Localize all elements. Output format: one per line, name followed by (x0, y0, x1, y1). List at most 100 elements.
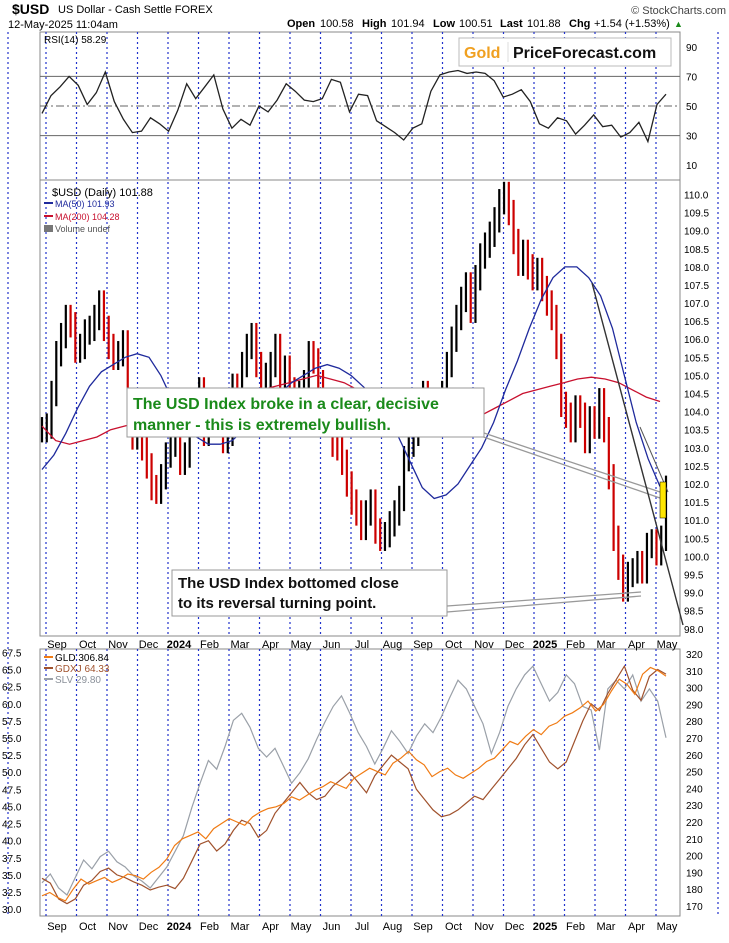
x-tick-label: Oct (445, 639, 462, 651)
x-tick-label: Mar (597, 639, 616, 651)
usd-tick-label: 107.5 (684, 281, 709, 292)
rsi-tick-label: 50 (686, 102, 698, 113)
header-name: US Dollar - Cash Settle FOREX (58, 4, 213, 16)
usd-tick-label: 106.5 (684, 317, 709, 328)
metals-left-tick-label: 62.5 (2, 683, 22, 694)
gld-line (41, 666, 667, 902)
metals-y-axis: 67.5 65.0 62.5 60.0 57.5 55.0 52.5 50.0 47.5 45.0… (2, 648, 703, 916)
annotation-green-callout: The USD Index broke in a clear, decisive… (126, 387, 661, 499)
x-tick-label: Sep (47, 639, 67, 651)
stockcharts-source: © StockCharts.com (631, 5, 726, 17)
usd-tick-label: 99.5 (684, 570, 704, 581)
header-symbol: $USD (12, 1, 49, 17)
metals-right-tick-label: 220 (686, 818, 703, 829)
usd-tick-label: 104.5 (684, 390, 709, 401)
x-tick-label: May (657, 921, 678, 933)
usd-tick-label: 110.0 (684, 190, 709, 201)
x-tick-label: Mar (231, 639, 250, 651)
usd-y-axis: 110.0 109.5 109.0 108.5 108.0 107.5 107.0 106.5… (684, 190, 709, 635)
x-tick-label: Jul (355, 639, 369, 651)
usd-tick-label: 104.0 (684, 408, 709, 419)
header-chg-label: Chg (569, 18, 590, 30)
x-tick-label: Nov (108, 921, 128, 933)
header-open-label: Open (287, 18, 315, 30)
trendline-short (639, 426, 669, 493)
svg-text:The USD Index bottomed close: The USD Index bottomed close to its reve… (178, 575, 403, 612)
header-datetime: 12-May-2025 11:04am (8, 19, 118, 31)
rsi-legend: RSI(14) 58.29 (44, 35, 107, 46)
metals-right-tick-label: 210 (686, 835, 703, 846)
metals-right-tick-label: 290 (686, 700, 703, 711)
usd-tick-label: 100.0 (684, 552, 709, 563)
x-tick-label: Aug (383, 639, 403, 651)
rsi-plot (41, 69, 667, 144)
metals-right-tick-label: 280 (686, 717, 703, 728)
x-tick-label: Feb (566, 639, 585, 651)
x-tick-label: Dec (505, 921, 525, 933)
goldpriceforecast-logo: Gold PriceForecast.com (458, 37, 672, 67)
metals-right-tick-label: 240 (686, 784, 703, 795)
x-tick-label: Jul (355, 921, 369, 933)
slv-line (41, 665, 667, 896)
price-panel-frame (39, 179, 681, 637)
x-tick-label: Sep (47, 921, 67, 933)
x-tick-label: May (291, 639, 312, 651)
trendline-steep (591, 282, 684, 626)
ma200-legend: MA(200) 104.28 (55, 212, 120, 222)
annotation-black-line2: to its reversal turning point. (178, 595, 376, 612)
metals-left-tick-label: 65.0 (2, 666, 22, 677)
rsi-tick-label: 70 (686, 72, 698, 83)
usd-tick-label: 109.0 (684, 227, 709, 238)
metals-right-tick-label: 300 (686, 684, 703, 695)
x-tick-label: Apr (628, 639, 645, 651)
usd-tick-label: 103.5 (684, 426, 709, 437)
metals-left-tick-label: 35.0 (2, 871, 22, 882)
annotation-green-line1: The USD Index broke in a clear, decisive (133, 396, 439, 413)
metals-left-tick-label: 40.0 (2, 837, 22, 848)
x-tick-label: Apr (262, 639, 279, 651)
slv-legend: SLV 29.80 (55, 675, 101, 686)
logo-gold: Gold (464, 45, 500, 62)
usd-tick-label: 98.0 (684, 625, 704, 636)
x-tick-label: Mar (231, 921, 250, 933)
usd-tick-label: 101.0 (684, 516, 709, 527)
x-tick-label: 2024 (167, 921, 192, 933)
x-tick-label: Feb (200, 639, 219, 651)
breakout-highlight (659, 481, 667, 519)
gdxj-line (41, 664, 667, 905)
metals-right-tick-label: 260 (686, 751, 703, 762)
x-axis-mid: Sep Oct Nov Dec 2024 Feb Mar Apr May Jun Jul Aug Sep… (47, 639, 678, 651)
metals-right-tick-label: 310 (686, 667, 703, 678)
x-tick-label: May (291, 921, 312, 933)
metals-left-tick-label: 60.0 (2, 700, 22, 711)
usd-tick-label: 101.5 (684, 498, 709, 509)
x-tick-label: Dec (139, 921, 159, 933)
x-tick-label: Nov (474, 921, 494, 933)
usd-tick-label: 106.0 (684, 335, 709, 346)
usd-tick-label: 102.0 (684, 480, 709, 491)
header-last-label: Last (500, 18, 523, 30)
metals-right-tick-label: 230 (686, 801, 703, 812)
header-low-value: 100.51 (459, 18, 493, 30)
metals-right-tick-label: 170 (686, 902, 703, 913)
rsi-y-axis: 90 70 50 30 10 (40, 43, 698, 172)
metals-left-tick-label: 50.0 (2, 768, 22, 779)
x-tick-label: Sep (413, 921, 433, 933)
usd-tick-label: 105.5 (684, 353, 709, 364)
usd-tick-label: 105.0 (684, 371, 709, 382)
x-tick-label: Jun (323, 921, 341, 933)
header-open-value: 100.58 (320, 18, 354, 30)
x-tick-label: May (657, 639, 678, 651)
gdxj-legend: GDXJ 64.33 (55, 664, 110, 675)
usd-tick-label: 107.0 (684, 299, 709, 310)
metals-left-tick-label: 45.0 (2, 802, 22, 813)
gld-legend: GLD 306.84 (55, 653, 109, 664)
x-tick-label: Nov (108, 639, 128, 651)
header-high-value: 101.94 (391, 18, 425, 30)
usd-tick-label: 98.5 (684, 607, 704, 618)
usd-tick-label: 109.5 (684, 209, 709, 220)
metals-left-tick-label: 67.5 (2, 648, 22, 659)
usd-tick-label: 102.5 (684, 462, 709, 473)
x-tick-label: Aug (383, 921, 403, 933)
